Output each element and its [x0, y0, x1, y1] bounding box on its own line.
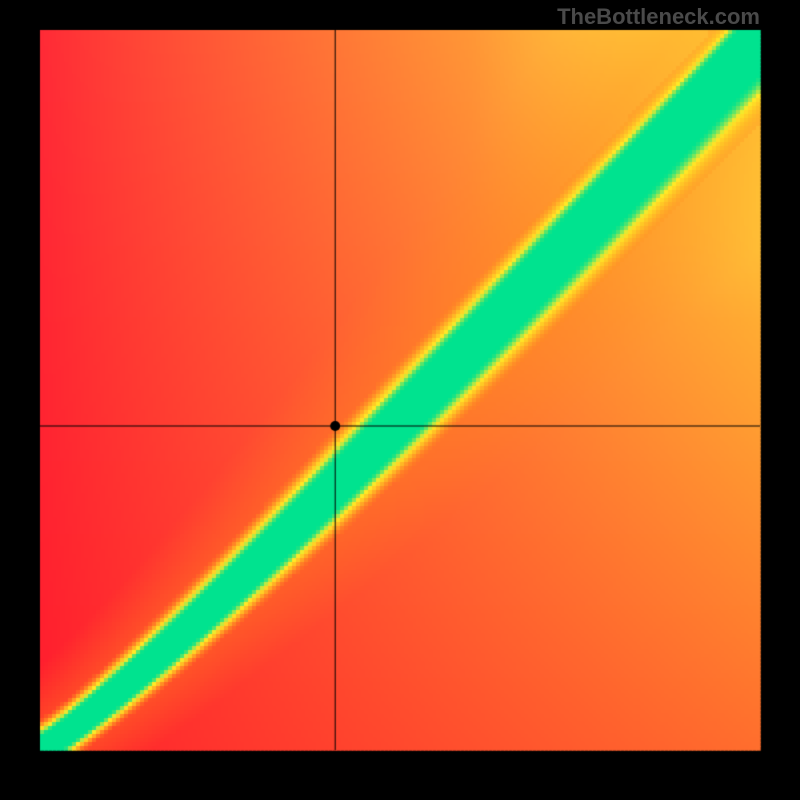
chart-container: TheBottleneck.com [0, 0, 800, 800]
watermark-text: TheBottleneck.com [557, 4, 760, 30]
bottleneck-heatmap [0, 0, 800, 800]
